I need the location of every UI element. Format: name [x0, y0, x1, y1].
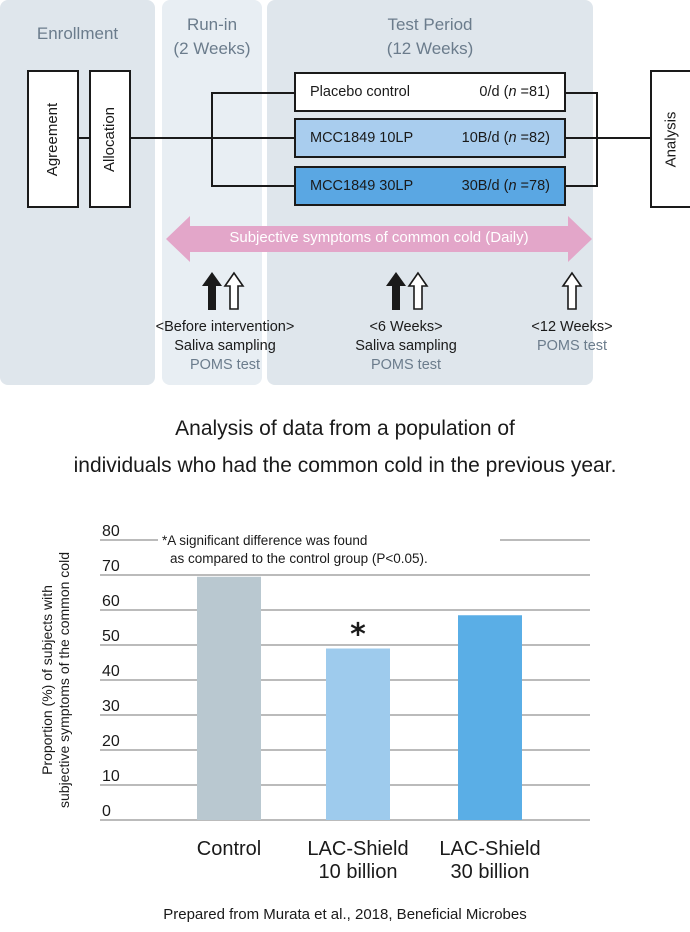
poms-arrow-icon: [561, 271, 583, 310]
saliva-arrow-icon: [202, 272, 222, 310]
connector-agreement-allocation: [79, 137, 89, 139]
timepoint-arrows-6weeks: [386, 271, 429, 310]
runin-phase: [162, 0, 262, 385]
bar-chart: 0 10 20 30 40 50 60 70 80 Proportion (%) of subje…: [39, 523, 590, 883]
y-tick-label: 50: [102, 628, 120, 645]
poms-arrow-icon: [407, 271, 429, 310]
y-tick-label: 40: [102, 663, 120, 680]
y-axis-label-line1: Proportion (%) of subjects with: [39, 585, 55, 775]
arm-box-2: MCC1849 10LP 10B/d (n =82): [294, 118, 566, 158]
test-title-line1: Test Period: [387, 15, 473, 34]
y-tick-label: 60: [102, 593, 120, 610]
timepoint-before-title: <Before intervention>: [155, 319, 295, 335]
source-note: Prepared from Murata et al., 2018, Benef…: [163, 906, 527, 923]
arm-box-3: MCC1849 30LP 30B/d (n =78): [294, 166, 566, 206]
x-category-label: LAC-Shield: [439, 838, 540, 860]
x-category-label: 10 billion: [319, 861, 398, 883]
arm-dose-value: 30B/d: [461, 178, 500, 194]
poms-arrow-icon: [223, 271, 245, 310]
timepoint-before: <Before intervention> Saliva sampling PO…: [122, 318, 328, 375]
timepoint-12weeks: <12 Weeks> POMS test: [512, 318, 632, 356]
timepoint-6weeks-saliva: Saliva sampling: [355, 338, 457, 354]
y-tick-label: 10: [102, 768, 120, 785]
test-title-line2: (12 Weeks): [386, 39, 474, 58]
timepoint-arrows-before: [202, 271, 245, 310]
connector-allocation-branch: [131, 137, 213, 139]
arm-dose: 0/d (n =81): [479, 84, 550, 100]
timepoint-12weeks-poms: POMS test: [536, 338, 608, 354]
enrollment-title: Enrollment: [36, 24, 119, 43]
x-category-label: LAC-Shield: [307, 838, 408, 860]
y-axis-label-line2: subjective symptoms of the common cold: [56, 552, 72, 808]
symptom-band: [166, 216, 592, 262]
bar-2: [326, 648, 390, 820]
y-tick-label: 80: [102, 523, 120, 540]
arm-n-value: =82): [516, 130, 550, 146]
agreement-box: Agreement: [27, 70, 79, 208]
arm-dose: 30B/d (n =78): [462, 178, 550, 194]
timepoint-12weeks-title: <12 Weeks>: [531, 319, 613, 335]
runin-title-line1: Run-in: [186, 15, 238, 34]
analysis-label: Analysis: [662, 111, 680, 167]
timepoint-arrows-12weeks: [561, 271, 583, 310]
y-tick-label: 0: [102, 803, 111, 820]
y-tick-label: 20: [102, 733, 120, 750]
arm-n-prefix: (: [503, 130, 509, 146]
analysis-box: Analysis: [650, 70, 690, 208]
x-category-label: Control: [197, 838, 261, 860]
timepoint-6weeks-title: <6 Weeks>: [369, 319, 443, 335]
connector-to-arm-1: [211, 92, 294, 94]
allocation-box: Allocation: [89, 70, 131, 208]
caption-line2: individuals who had the common cold in t…: [73, 454, 617, 477]
agreement-label: Agreement: [44, 102, 62, 176]
y-tick-label: 30: [102, 698, 120, 715]
bar-1: [197, 576, 261, 820]
symptom-band-arrow: [166, 216, 592, 262]
bar-3: [458, 615, 522, 820]
arm-n-prefix: (: [503, 84, 509, 100]
arm-n-symbol: n: [508, 84, 517, 100]
arm-name: MCC1849 10LP: [310, 130, 414, 146]
arm-box-1: Placebo control 0/d (n =81): [294, 72, 566, 112]
arm-dose: 10B/d (n =82): [462, 130, 550, 146]
arm-n-symbol: n: [508, 130, 517, 146]
arm-n-symbol: n: [508, 178, 517, 194]
caption-line1: Analysis of data from a population of: [175, 417, 515, 440]
significance-asterisk: *: [350, 618, 366, 653]
connector-arm-2-out: [566, 137, 650, 139]
significance-note-line2: as compared to the control group (P<0.05…: [170, 551, 428, 566]
arm-dose-value: 0/d: [479, 84, 500, 100]
saliva-arrow-icon: [386, 272, 406, 310]
allocation-label: Allocation: [101, 106, 119, 172]
connector-merge-vertical: [596, 92, 598, 187]
arm-n-prefix: (: [503, 178, 509, 194]
timepoint-before-poms: POMS test: [189, 357, 261, 373]
symptom-band-label: Subjective symptoms of common cold (Dail…: [229, 229, 529, 246]
runin-title-line2: (2 Weeks): [173, 39, 251, 58]
connector-to-arm-2: [211, 137, 294, 139]
y-tick-label: 70: [102, 558, 120, 575]
arm-name: MCC1849 30LP: [310, 178, 414, 194]
arm-n-value: =81): [516, 84, 550, 100]
significance-note-line1: *A significant difference was found: [162, 533, 367, 548]
connector-to-arm-3: [211, 185, 294, 187]
connector-arm-3-out: [566, 185, 598, 187]
arm-n-value: =78): [516, 178, 550, 194]
timepoint-before-saliva: Saliva sampling: [174, 338, 276, 354]
arm-dose-value: 10B/d: [461, 130, 500, 146]
connector-arm-1-out: [566, 92, 598, 94]
x-category-label: 30 billion: [451, 861, 530, 883]
arm-name: Placebo control: [310, 84, 410, 100]
timepoint-6weeks-poms: POMS test: [370, 357, 442, 373]
timepoint-6weeks: <6 Weeks> Saliva sampling POMS test: [331, 318, 481, 375]
connector-branch-vertical: [211, 92, 213, 187]
